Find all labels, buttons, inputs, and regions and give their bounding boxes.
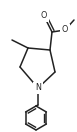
Text: O: O <box>62 25 68 34</box>
Text: O: O <box>41 11 47 20</box>
Text: N: N <box>35 84 41 93</box>
